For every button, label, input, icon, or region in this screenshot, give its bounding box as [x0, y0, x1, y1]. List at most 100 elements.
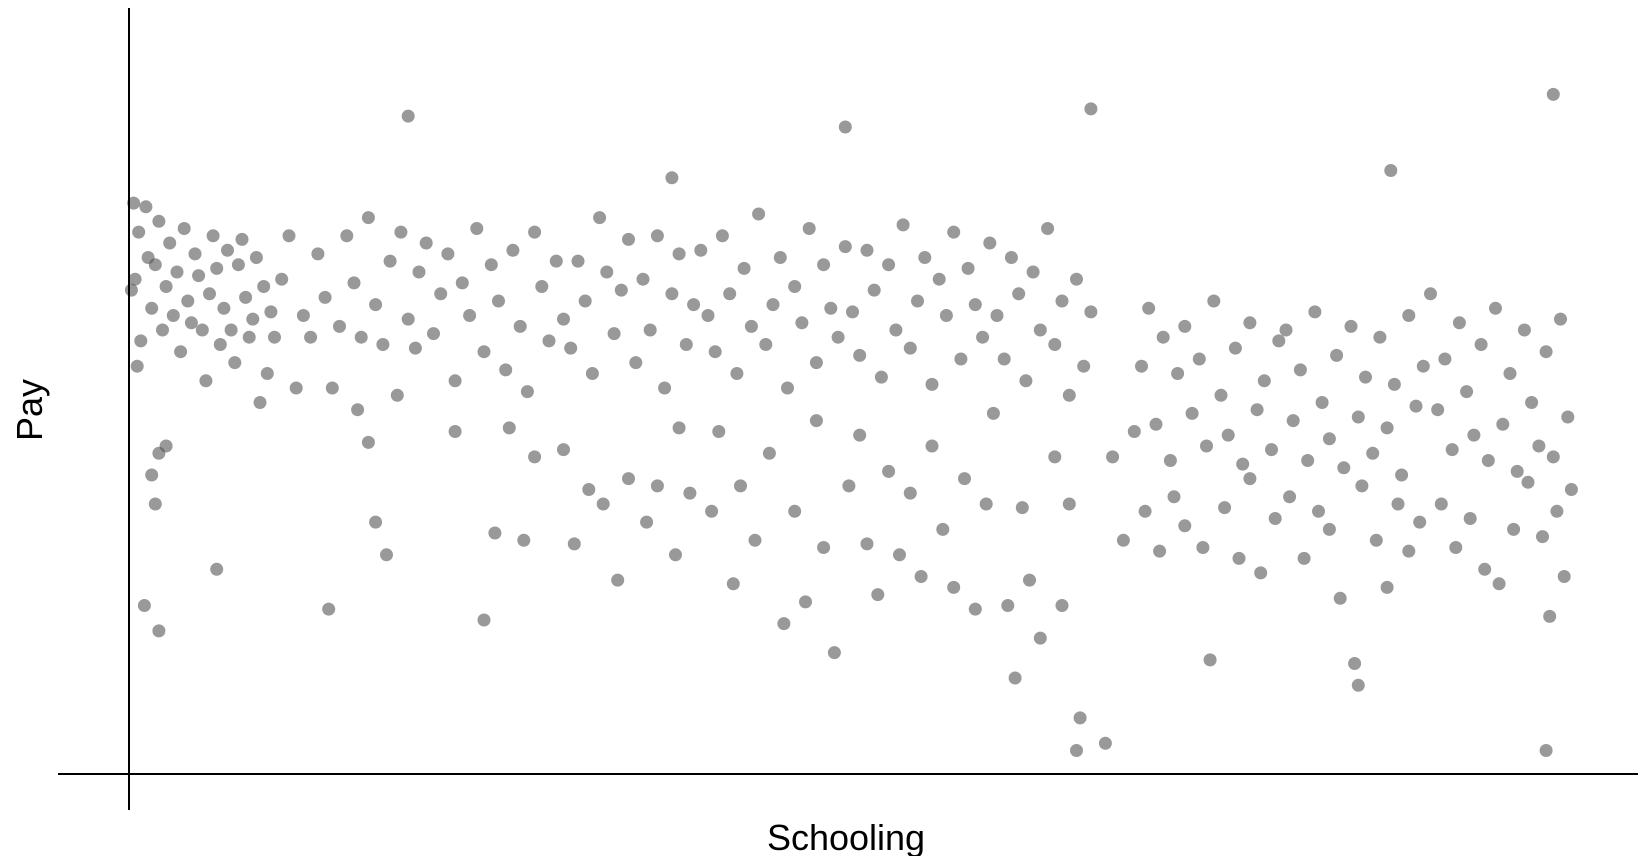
scatter-point	[1409, 399, 1423, 413]
scatter-point	[499, 363, 513, 377]
scatter-point	[1312, 504, 1325, 518]
scatter-point	[213, 338, 227, 351]
scatter-point	[1380, 421, 1394, 435]
scatter-point	[1012, 287, 1026, 301]
scatter-point	[788, 280, 802, 293]
scatter-point	[1062, 388, 1076, 402]
scatter-point	[1163, 454, 1177, 467]
scatter-point	[874, 370, 888, 384]
scatter-point	[968, 298, 982, 312]
scatter-point	[394, 225, 408, 239]
scatter-point	[1268, 512, 1282, 525]
scatter-point	[1084, 305, 1098, 319]
scatter-point	[1416, 359, 1430, 373]
scatter-point	[1221, 428, 1235, 442]
scatter-point	[1387, 377, 1401, 391]
scatter-point	[1507, 522, 1521, 536]
scatter-point	[1452, 316, 1466, 330]
scatter-point	[408, 341, 422, 355]
scatter-point	[903, 486, 917, 500]
scatter-point	[1297, 551, 1311, 565]
scatter-point	[492, 294, 505, 308]
scatter-point	[224, 323, 238, 337]
scatter-point	[1503, 367, 1517, 380]
scatter-point	[289, 381, 303, 395]
scatter-point	[925, 439, 939, 453]
scatter-point	[1539, 345, 1553, 359]
scatter-point	[1196, 541, 1210, 554]
scatter-point	[1517, 323, 1531, 337]
scatter-point	[177, 222, 191, 235]
scatter-point	[517, 533, 531, 547]
scatter-point	[893, 548, 906, 562]
scatter-point	[268, 330, 281, 344]
scatter-point	[614, 283, 628, 297]
scatter-point	[1481, 454, 1495, 467]
scatter-point	[882, 464, 896, 478]
scatter-point	[809, 414, 823, 428]
scatter-point	[351, 403, 365, 417]
scatter-point	[1033, 323, 1047, 337]
scatter-point	[477, 345, 491, 359]
scatter-point	[1135, 359, 1148, 373]
scatter-point	[1008, 671, 1022, 685]
scatter-point	[1001, 599, 1015, 612]
scatter-point	[1413, 515, 1427, 529]
scatter-point	[134, 334, 148, 348]
scatter-point	[961, 261, 975, 275]
scatter-point	[846, 305, 859, 319]
scatter-point	[1214, 388, 1228, 402]
scatter-point	[1445, 443, 1459, 457]
scatter-point	[939, 309, 953, 322]
scatter-point	[325, 381, 339, 395]
scatter-point	[824, 301, 838, 315]
scatter-point	[1510, 464, 1524, 478]
scatter-point	[1265, 443, 1278, 457]
scatter-point	[990, 309, 1004, 322]
scatter-point	[701, 309, 715, 322]
scatter-point	[954, 352, 968, 366]
scatter-point	[1424, 287, 1437, 301]
scatter-point	[1283, 490, 1297, 504]
scatter-point	[1351, 410, 1365, 424]
scatter-point	[1286, 414, 1300, 428]
scatter-point	[622, 232, 635, 246]
scatter-point	[679, 338, 693, 351]
scatter-point	[730, 367, 744, 380]
scatter-point	[867, 283, 881, 297]
scatter-point	[578, 294, 592, 308]
scatter-point	[809, 356, 823, 370]
scatter-point	[694, 243, 708, 257]
scatter-point	[1272, 334, 1286, 348]
scatter-point	[192, 269, 206, 283]
scatter-point	[1243, 316, 1257, 330]
scatter-point	[1048, 338, 1062, 351]
scatter-point	[636, 272, 650, 286]
scatter-point	[455, 276, 469, 290]
scatter-point	[448, 425, 462, 438]
scatter-point	[1070, 272, 1083, 286]
scatter-point	[1546, 450, 1560, 464]
scatter-point	[853, 428, 867, 442]
x-axis-label: Schooling	[767, 817, 925, 856]
scatter-point	[726, 577, 740, 591]
scatter-point	[1301, 454, 1315, 467]
scatter-point	[795, 316, 809, 330]
scatter-point	[911, 294, 924, 308]
scatter-point	[210, 261, 224, 275]
scatter-point	[206, 229, 220, 243]
scatter-point	[1142, 301, 1156, 315]
scatter-point	[520, 385, 534, 399]
scatter-point	[210, 562, 224, 576]
scatter-point	[304, 330, 318, 344]
scatter-point	[1236, 457, 1250, 471]
scatter-point	[257, 280, 271, 293]
scatter-point	[275, 272, 289, 286]
scatter-point	[152, 624, 166, 638]
scatter-point	[1489, 301, 1502, 315]
scatter-point	[1127, 425, 1141, 438]
scatter-point	[650, 229, 664, 243]
scatter-point	[401, 312, 415, 326]
scatter-point	[419, 236, 433, 250]
scatter-point	[1438, 352, 1452, 366]
